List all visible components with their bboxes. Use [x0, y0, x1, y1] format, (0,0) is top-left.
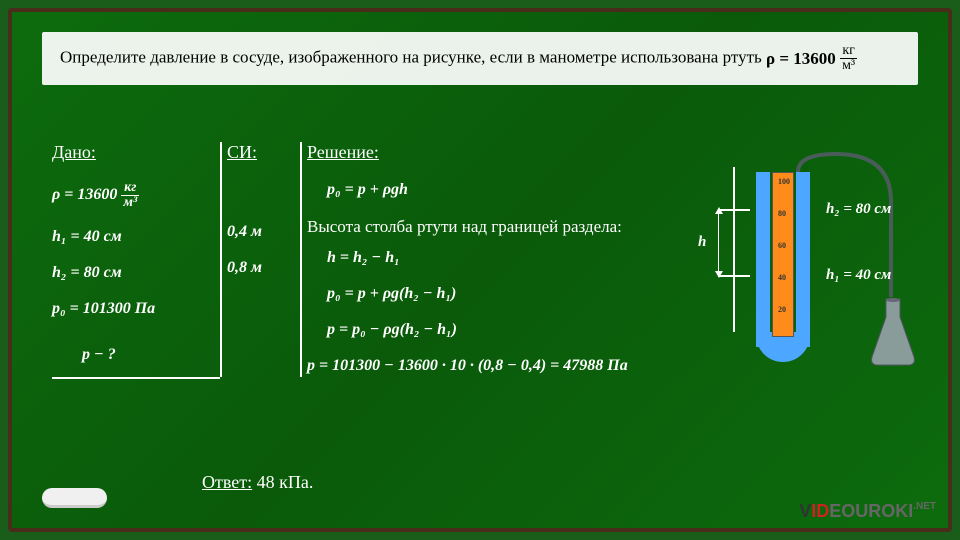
si-h2: 0,8 м — [227, 259, 297, 277]
logo-rest: EOUROKI — [829, 501, 913, 521]
answer-label: Ответ: — [202, 472, 252, 492]
eraser-icon — [42, 488, 107, 508]
given-heading: Дано: — [52, 142, 222, 163]
solution-heading: Решение: — [307, 142, 667, 163]
si-heading: СИ: — [227, 142, 297, 163]
chalkboard: Определите давление в сосуде, изображенн… — [8, 8, 952, 532]
rho-unit: кг м³ — [840, 44, 857, 73]
si-h1: 0,4 м — [227, 223, 297, 241]
answer-value: 48 кПа. — [252, 472, 313, 492]
eq1: p₀ = p + ρgh — [327, 181, 667, 199]
given-rho: ρ = 13600 кг м³ — [52, 181, 222, 210]
given-find: p − ? — [82, 346, 222, 364]
h2-label: h₂ = 80 см — [826, 201, 891, 218]
manometer-diagram: 100 80 60 40 20 h h₂ = 80 см h₁ = 40 см — [648, 157, 918, 407]
tube-left — [756, 172, 770, 347]
given-h1: h₁ = 40 см — [52, 228, 222, 246]
dim-h-label: h — [698, 234, 706, 251]
logo-net: .NET — [913, 501, 936, 512]
logo-id: ID — [811, 501, 829, 521]
eq3: p₀ = p + ρg(h₂ − h₁) — [327, 285, 667, 303]
problem-text: Определите давление в сосуде, изображенн… — [60, 47, 766, 66]
dim-h-line — [718, 209, 719, 275]
logo-v: V — [799, 501, 811, 521]
rho-unit-given: кг м³ — [121, 181, 139, 210]
given-p0: p₀ = 101300 Па — [52, 300, 222, 318]
solution-column: Решение: p₀ = p + ρgh Высота столба ртут… — [307, 142, 667, 393]
solution-text1: Высота столба ртути над границей раздела… — [307, 217, 667, 237]
si-column: СИ: 0,4 м 0,8 м — [227, 142, 297, 295]
problem-statement: Определите давление в сосуде, изображенн… — [42, 32, 918, 85]
eq4: p = p₀ − ρg(h₂ − h₁) — [327, 321, 667, 339]
flask — [868, 297, 918, 367]
eq2: h = h₂ − h₁ — [327, 249, 667, 267]
given-h2: h₂ = 80 см — [52, 264, 222, 282]
rho-value: ρ = 13600 — [766, 46, 836, 72]
ref-vline — [733, 167, 735, 332]
divider-2 — [300, 142, 302, 377]
scale: 100 80 60 40 20 — [772, 172, 794, 337]
si-spacer — [227, 181, 297, 205]
scale-40: 40 — [778, 273, 786, 282]
given-column: Дано: ρ = 13600 кг м³ h₁ = 40 см h₂ = 80… — [52, 142, 222, 382]
scale-80: 80 — [778, 209, 786, 218]
eq5: p = 101300 − 13600 · 10 · (0,8 − 0,4) = … — [307, 357, 667, 375]
hose — [796, 152, 906, 312]
scale-60: 60 — [778, 241, 786, 250]
scale-20: 20 — [778, 305, 786, 314]
scale-100: 100 — [778, 177, 790, 186]
videouroki-logo: VIDEOUROKI.NET — [799, 501, 936, 522]
h1-label: h₁ = 40 см — [826, 267, 891, 284]
answer: Ответ: 48 кПа. — [202, 472, 313, 493]
